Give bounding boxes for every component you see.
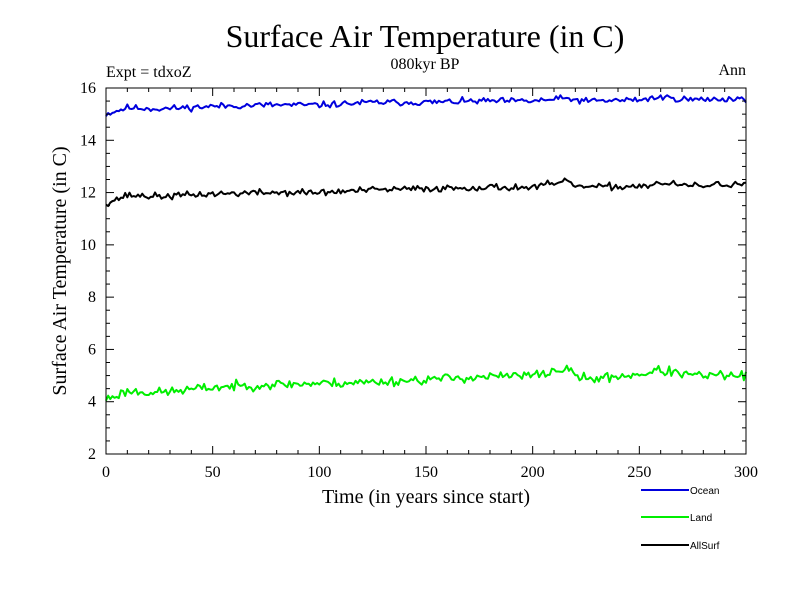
- legend: Ocean Land AllSurf: [641, 486, 720, 552]
- chart-subtitle: 080kyr BP: [391, 56, 460, 73]
- x-tick-label: 100: [307, 464, 331, 481]
- series-layer: [105, 94, 747, 402]
- x-tick-label: 300: [734, 464, 758, 481]
- y-tick-label: 10: [80, 237, 96, 254]
- x-axis-label: Time (in years since start): [322, 486, 530, 508]
- axis-ticks: 0 50 100 150 200 250 300 2 4 6 8 10 12 14 16: [80, 80, 758, 481]
- series-line-land: [105, 364, 747, 402]
- x-tick-label: 0: [102, 464, 110, 481]
- y-tick-label: 8: [88, 289, 96, 306]
- x-tick-label: 200: [521, 464, 545, 481]
- y-tick-label: 4: [88, 394, 96, 411]
- x-tick-label: 150: [414, 464, 438, 481]
- period-label: Ann: [718, 62, 746, 79]
- plot-frame: [105, 87, 747, 455]
- legend-label-land: Land: [690, 513, 712, 524]
- chart-title: Surface Air Temperature (in C): [226, 18, 625, 54]
- y-tick-label: 16: [80, 80, 96, 97]
- series-line-allsurf: [105, 177, 747, 208]
- x-tick-label: 250: [627, 464, 651, 481]
- experiment-label: Expt = tdxoZ: [106, 64, 191, 81]
- series-line-ocean: [105, 94, 747, 117]
- legend-label-ocean: Ocean: [690, 486, 719, 497]
- y-tick-label: 12: [80, 185, 96, 202]
- y-axis-label: Surface Air Temperature (in C): [49, 146, 71, 395]
- y-tick-label: 2: [88, 446, 96, 463]
- x-tick-label: 50: [205, 464, 221, 481]
- y-tick-label: 6: [88, 341, 96, 358]
- y-tick-label: 14: [80, 132, 96, 149]
- legend-label-allsurf: AllSurf: [690, 541, 720, 552]
